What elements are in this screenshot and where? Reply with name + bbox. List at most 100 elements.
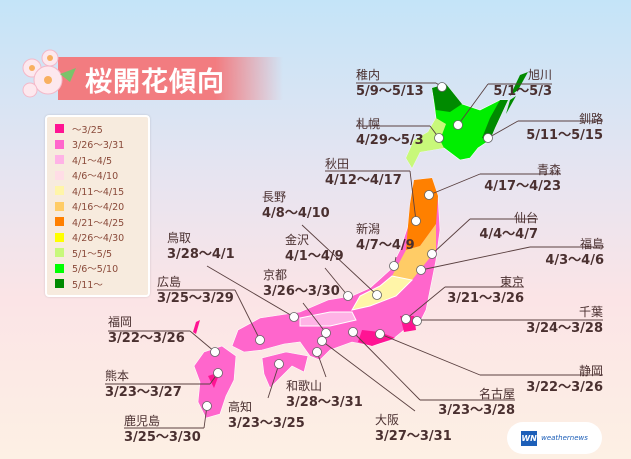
legend-label: 3/26～3/31 [72,140,125,152]
shikoku [261,351,309,389]
bloom-date: 4/17～4/23 [484,179,561,194]
city-name: 千葉 [578,305,603,319]
legend-swatch [55,139,64,149]
logo-mark: WN [521,430,538,446]
legend-swatch [55,217,64,227]
city-marker [213,368,223,378]
city-name: 広島 [157,275,182,289]
city-marker [255,335,265,345]
logo-text: weathernews [541,434,588,442]
city-label: 名古屋 3/23～3/28 [438,388,515,417]
leader-line [324,267,349,297]
bloom-date: 5/11～5/15 [526,128,603,143]
city-name: 和歌山 [286,379,323,393]
city-label: 千葉 3/24～3/28 [526,306,603,335]
cherry-blossom-icon [22,49,76,98]
city-marker [210,347,220,357]
city-name: 金沢 [285,233,310,247]
city-name: 高知 [228,400,253,414]
city-label: 広島 3/25～3/29 [157,276,234,305]
legend-label: 4/6～4/10 [72,171,119,183]
city-label: 鳥取 3/28～4/1 [167,232,235,261]
tohoku-mid [392,224,436,290]
bloom-date: 3/25～3/29 [157,291,234,306]
central-cool [351,275,414,311]
city-name: 新潟 [356,222,381,236]
legend-item: ～3/25 [55,121,148,137]
legend: ～3/25 3/26～3/31 4/1～4/5 4/6～4/10 4/11～4/15 4/… [45,115,150,297]
city-marker [389,261,399,271]
city-label: 長野 4/8～4/10 [262,191,330,220]
city-label: 札幌 4/29～5/3 [356,118,424,147]
bloom-date: 4/1～4/9 [285,249,344,264]
legend-item: 4/16～4/20 [55,199,148,215]
city-marker [343,291,353,301]
city-name: 札幌 [356,117,381,131]
city-marker [424,190,434,200]
bloom-date: 4/12～4/17 [325,173,402,188]
legend-label: 4/26～4/30 [72,233,125,245]
city-label: 京都 3/26～3/30 [263,269,340,298]
chugoku-light [299,311,357,327]
city-name: 京都 [263,268,288,282]
legend-item: 3/26～3/31 [55,137,148,153]
leader-line [325,170,417,222]
city-label: 新潟 4/7～4/9 [356,223,415,252]
bloom-date: 4/29～5/3 [356,133,424,148]
leader-line [420,246,604,271]
leader-line [431,218,538,255]
city-label: 稚内 5/9～5/13 [356,69,424,98]
city-name: 旭川 [527,68,552,82]
bloom-date: 3/25～3/30 [124,430,201,445]
city-name: 釧路 [578,112,603,126]
legend-swatch [55,124,64,134]
legend-label: 4/16～4/20 [72,202,125,214]
city-label: 熊本 3/23～3/27 [105,370,182,399]
city-marker [427,249,437,259]
legend-label: 5/1～5/5 [72,248,113,260]
leader-line [267,363,280,399]
legend-swatch [55,170,64,180]
city-label: 秋田 4/12～4/17 [325,158,402,187]
hokkaido-southwest [406,118,446,168]
leader-line [428,173,561,196]
leader-line [108,330,216,353]
bloom-date: 3/26～3/30 [263,284,340,299]
legend-label: 5/6～5/10 [72,264,119,276]
city-label: 仙台 4/4～4/7 [479,212,538,241]
city-name: 静岡 [578,364,603,378]
legend-swatch [55,201,64,211]
city-marker [434,133,444,143]
legend-label: 4/1～4/5 [72,155,113,167]
bloom-date: 3/23～3/25 [228,416,305,431]
city-label: 高知 3/23～3/25 [228,401,305,430]
city-marker [317,336,327,346]
city-marker [321,328,331,338]
city-label: 大阪 3/27～3/31 [375,414,452,443]
legend-item: 4/6～4/10 [55,168,148,184]
city-marker [312,347,322,357]
city-label: 福岡 3/22～3/26 [108,316,185,345]
legend-item: 4/21～4/25 [55,214,148,230]
city-label: 静岡 3/22～3/26 [526,365,603,394]
city-marker [483,133,493,143]
city-marker [348,327,358,337]
city-name: 鳥取 [167,231,192,245]
bloom-date: 5/1～5/3 [493,84,552,99]
legend-swatch [55,263,64,273]
leader-line [206,265,295,318]
bloom-date: 4/7～4/9 [356,238,415,253]
city-label: 金沢 4/1～4/9 [285,234,344,263]
city-name: 福岡 [108,315,133,329]
city-name: 仙台 [513,211,538,225]
legend-swatch [55,186,64,196]
city-marker [289,312,299,322]
city-name: 大阪 [375,413,400,427]
bloom-date: 3/21～3/26 [447,291,524,306]
bloom-date: 3/22～3/26 [108,331,185,346]
city-marker [202,401,212,411]
legend-item: 4/26～4/30 [55,230,148,246]
city-marker [274,359,284,369]
